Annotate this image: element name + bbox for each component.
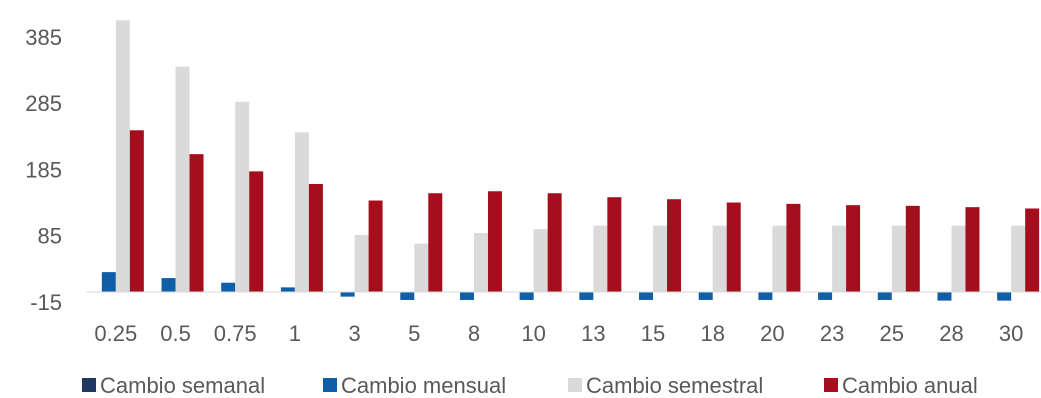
bar-cambio-anual <box>308 183 323 292</box>
y-axis-ticks: 385 285 185 85 -15 <box>25 25 62 315</box>
x-tick-label: 13 <box>581 321 605 346</box>
bar-cambio-anual <box>726 202 741 292</box>
bar-cambio-anual <box>905 205 920 292</box>
bar-cambio-semestral <box>533 229 548 292</box>
bar-cambio-semestral <box>593 225 608 292</box>
bar-cambio-mensual <box>519 292 534 300</box>
bar-cambio-anual <box>786 203 801 292</box>
legend-swatch <box>82 378 96 392</box>
bar-cambio-anual <box>965 207 980 292</box>
bar-cambio-semestral <box>354 235 369 292</box>
x-tick-label: 23 <box>820 321 844 346</box>
y-tick-label: 185 <box>25 157 62 182</box>
bar-cambio-semestral <box>1011 225 1026 292</box>
legend: Cambio semanal Cambio mensual Cambio semes… <box>82 373 978 398</box>
legend-swatch <box>824 378 838 392</box>
x-tick-label: 0.25 <box>94 321 137 346</box>
bar-cambio-mensual <box>221 282 236 292</box>
bar-cambio-semestral <box>832 225 847 292</box>
bars <box>101 20 1040 301</box>
legend-label: Cambio semanal <box>100 373 265 398</box>
bar-cambio-semestral <box>175 66 190 293</box>
bar-cambio-semestral <box>235 101 250 292</box>
bar-cambio-anual <box>368 200 383 292</box>
legend-label: Cambio mensual <box>341 373 506 398</box>
bar-cambio-mensual <box>758 292 773 300</box>
bar-cambio-mensual <box>818 292 833 300</box>
bar-cambio-semestral <box>951 225 966 292</box>
x-tick-label: 25 <box>880 321 904 346</box>
x-tick-label: 18 <box>700 321 724 346</box>
legend-label: Cambio semestral <box>586 373 763 398</box>
y-tick-label: 85 <box>38 224 62 249</box>
bar-cambio-anual <box>547 193 562 292</box>
legend-item: Cambio semanal <box>82 373 265 398</box>
x-axis-ticks: 0.25 0.5 0.75 1 3 5 8 10 13 15 18 20 23 25 28 30 <box>94 321 1023 346</box>
bar-cambio-anual <box>607 197 622 292</box>
bar-cambio-semestral <box>294 132 309 292</box>
bar-cambio-mensual <box>639 292 654 300</box>
legend-swatch <box>568 378 582 392</box>
x-tick-label: 15 <box>641 321 665 346</box>
bar-cambio-mensual <box>698 292 713 300</box>
bar-cambio-mensual <box>280 287 295 292</box>
bar-cambio-anual <box>667 199 682 292</box>
bar-cambio-mensual <box>340 292 355 297</box>
y-tick-label: 285 <box>25 91 62 116</box>
bar-cambio-mensual <box>877 292 892 300</box>
x-tick-label: 28 <box>939 321 963 346</box>
bar-cambio-mensual <box>161 278 176 292</box>
legend-item: Cambio mensual <box>323 373 506 398</box>
x-tick-label: 10 <box>521 321 545 346</box>
legend-label: Cambio anual <box>842 373 978 398</box>
bar-cambio-anual <box>846 205 861 292</box>
legend-item: Cambio semestral <box>568 373 763 398</box>
bar-cambio-semestral <box>653 225 668 292</box>
bar-cambio-mensual <box>997 292 1012 301</box>
bar-cambio-mensual <box>459 292 474 300</box>
x-tick-label: 0.5 <box>160 321 191 346</box>
legend-swatch <box>323 378 337 392</box>
bar-cambio-mensual <box>937 292 952 301</box>
bar-cambio-mensual <box>400 292 415 300</box>
x-tick-label: 8 <box>468 321 480 346</box>
x-tick-label: 3 <box>348 321 360 346</box>
bar-cambio-semestral <box>115 20 130 293</box>
x-tick-label: 0.75 <box>214 321 257 346</box>
bar-cambio-semestral <box>772 225 787 292</box>
bar-cambio-mensual <box>579 292 594 300</box>
bar-cambio-anual <box>189 154 204 292</box>
bar-cambio-semestral <box>473 233 488 292</box>
bar-cambio-semestral <box>891 225 906 292</box>
bar-cambio-anual <box>1025 208 1040 292</box>
x-tick-label: 1 <box>289 321 301 346</box>
bar-cambio-semestral <box>712 225 727 292</box>
bar-cambio-anual <box>428 193 443 292</box>
x-tick-label: 30 <box>999 321 1023 346</box>
legend-item: Cambio anual <box>824 373 978 398</box>
y-tick-label: -15 <box>30 290 62 315</box>
bar-cambio-anual <box>249 171 264 292</box>
x-tick-label: 20 <box>760 321 784 346</box>
bar-cambio-anual <box>129 130 144 292</box>
bar-cambio-anual <box>487 191 502 292</box>
x-tick-label: 5 <box>408 321 420 346</box>
bar-cambio-mensual <box>101 272 116 292</box>
bar-cambio-semestral <box>414 243 429 292</box>
y-tick-label: 385 <box>25 25 62 50</box>
